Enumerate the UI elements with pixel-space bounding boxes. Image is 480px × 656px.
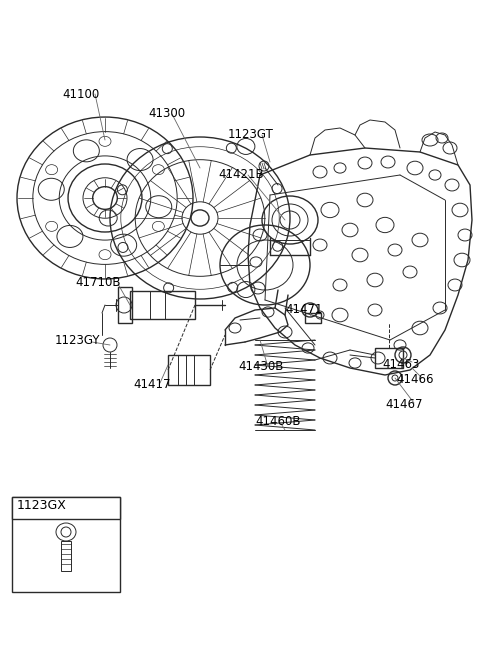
Text: 41421B: 41421B xyxy=(218,168,264,181)
Text: 41467: 41467 xyxy=(385,398,422,411)
Bar xyxy=(12,497,120,592)
Text: 41430B: 41430B xyxy=(238,360,283,373)
Bar xyxy=(61,541,71,571)
Bar xyxy=(168,355,210,385)
Text: 1123GX: 1123GX xyxy=(17,499,67,512)
Bar xyxy=(118,287,132,323)
Bar xyxy=(375,348,403,368)
Text: 41460B: 41460B xyxy=(255,415,300,428)
Text: 1123GY: 1123GY xyxy=(55,334,100,347)
Bar xyxy=(305,313,321,323)
Text: 41463: 41463 xyxy=(382,358,420,371)
Text: 41466: 41466 xyxy=(396,373,433,386)
Text: 1123GT: 1123GT xyxy=(228,128,274,141)
Bar xyxy=(12,497,120,519)
Text: 41471: 41471 xyxy=(285,303,323,316)
Text: 41710B: 41710B xyxy=(75,276,120,289)
Text: 41417: 41417 xyxy=(133,378,170,391)
Bar xyxy=(130,291,195,319)
Text: 41300: 41300 xyxy=(148,107,185,120)
Text: 41100: 41100 xyxy=(62,88,99,101)
